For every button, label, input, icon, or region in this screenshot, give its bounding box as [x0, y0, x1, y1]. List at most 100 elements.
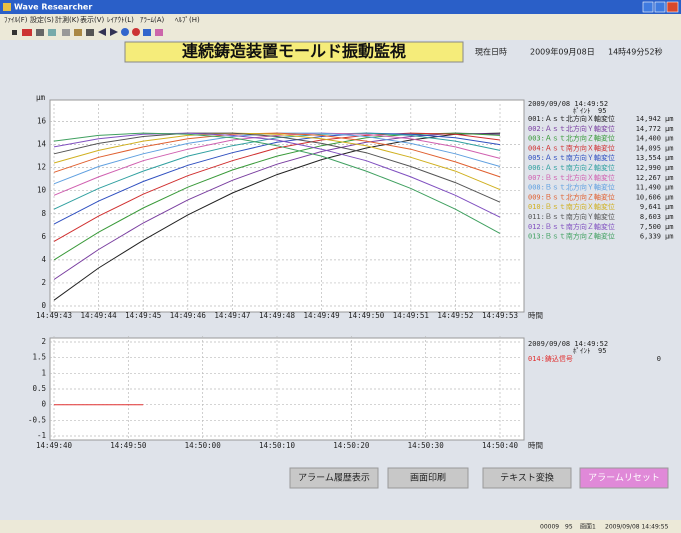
- window-title: Wave Researcher: [14, 3, 92, 12]
- legend-point: 95: [598, 347, 606, 355]
- x-tick-label: 14:50:30: [408, 441, 445, 450]
- legend-unit: μm: [665, 115, 673, 123]
- series-line: [53, 132, 501, 203]
- legend-value: 10,606: [636, 193, 661, 201]
- status-bar: [0, 520, 681, 533]
- y-tick-label: 14: [37, 140, 47, 149]
- y-tick-label: 0.5: [32, 384, 46, 393]
- tool-icon[interactable]: [121, 28, 129, 36]
- legend-value: 14,400: [636, 135, 661, 143]
- menu-item[interactable]: ﾍﾙﾌﾟ(H): [175, 16, 200, 24]
- button-label[interactable]: テキスト変換: [500, 472, 554, 484]
- legend-value: 14,772: [636, 125, 661, 133]
- legend-unit: μm: [665, 164, 673, 172]
- menu-item[interactable]: 計測(K): [55, 15, 79, 24]
- button[interactable]: [482, 467, 572, 489]
- tool-icon[interactable]: [110, 28, 118, 36]
- tool-icon[interactable]: [22, 29, 32, 36]
- legend-point-label: ﾎﾟｲﾝﾄ: [573, 107, 591, 115]
- legend-value: 8,603: [640, 213, 661, 221]
- app-icon: [3, 3, 11, 11]
- button[interactable]: [289, 467, 379, 489]
- y-tick-label: 10: [37, 186, 47, 195]
- legend-unit: μm: [665, 193, 673, 201]
- y-axis-label: μm: [36, 93, 46, 102]
- x-tick-label: 14:49:45: [125, 311, 161, 320]
- tool-icon[interactable]: [143, 29, 151, 36]
- tool-icon[interactable]: [62, 29, 70, 36]
- menu-item[interactable]: 表示(V): [80, 15, 105, 24]
- legend-value: 12,267: [636, 174, 661, 182]
- y-tick-label: 4: [41, 255, 46, 264]
- legend-name: 001:Ａｓｔ北方向Ｘ軸変位: [528, 114, 615, 123]
- tool-icon[interactable]: [48, 29, 56, 36]
- button[interactable]: [387, 467, 469, 489]
- y-tick-label: 1: [41, 368, 46, 377]
- tool-icon[interactable]: [74, 29, 82, 36]
- legend-name: 002:Ａｓｔ北方向Ｙ軸変位: [528, 124, 615, 133]
- legend-point-label: ﾎﾟｲﾝﾄ: [573, 347, 591, 355]
- menu-bar: ﾌｧｲﾙ(F) 設定(S) 計測(K) 表示(V) ﾚｲｱｳﾄ(L) ｱﾗｰﾑ(A) ﾍﾙﾌ…: [4, 15, 200, 24]
- legend-value: 11,490: [636, 184, 661, 192]
- legend-point: 95: [598, 107, 606, 115]
- button-row: アラーム履歴表示 画面印刷 テキスト変換 アラームリセット: [289, 467, 669, 489]
- legend-timestamp: 2009/09/08 14:49:52: [528, 340, 608, 348]
- series-line: [53, 132, 501, 225]
- x-tick-label: 14:49:43: [36, 311, 72, 320]
- y-tick-label: -0.5: [28, 415, 46, 424]
- tool-icon[interactable]: [155, 29, 163, 36]
- button-label[interactable]: アラームリセット: [588, 473, 660, 484]
- legend-name: 011:Ｂｓｔ南方向Ｙ軸変位: [528, 212, 615, 221]
- legend-value: 6,339: [640, 233, 661, 241]
- button[interactable]: [579, 467, 669, 489]
- menu-item[interactable]: ﾌｧｲﾙ(F): [4, 16, 28, 24]
- tool-icon[interactable]: [12, 30, 17, 35]
- series-line: [53, 132, 501, 242]
- legend-value: 12,990: [636, 164, 661, 172]
- tool-icon[interactable]: [132, 28, 140, 36]
- legend-name: 005:Ａｓｔ南方向Ｙ軸変位: [528, 153, 615, 162]
- legend-unit: μm: [665, 213, 673, 221]
- legend-name: 006:Ａｓｔ南方向Ｚ軸変位: [528, 163, 615, 172]
- y-tick-label: 12: [37, 163, 46, 172]
- plot-area: [49, 99, 525, 313]
- x-tick-label: 14:49:52: [437, 311, 473, 320]
- menu-item[interactable]: ﾚｲｱｳﾄ(L): [107, 16, 134, 24]
- tool-icon[interactable]: [98, 28, 106, 36]
- x-tick-label: 14:50:00: [185, 441, 222, 450]
- legend-value: 9,641: [640, 203, 661, 211]
- minimize-button[interactable]: [642, 1, 654, 13]
- datetime-label: 現在日時: [475, 47, 507, 57]
- button-label[interactable]: アラーム履歴表示: [298, 473, 370, 484]
- y-tick-label: 0: [41, 400, 46, 409]
- legend-unit: μm: [665, 184, 673, 192]
- y-tick-label: 0: [41, 301, 46, 310]
- legend-value: 0: [657, 355, 661, 363]
- close-button[interactable]: [666, 1, 679, 13]
- button-label[interactable]: 画面印刷: [410, 472, 446, 484]
- banner: [124, 41, 464, 63]
- toolbar: [12, 28, 163, 36]
- legend-unit: μm: [665, 223, 673, 231]
- menu-item[interactable]: 設定(S): [30, 16, 54, 24]
- series-line: [53, 132, 501, 196]
- legend-unit: μm: [665, 154, 673, 162]
- menu-item[interactable]: ｱﾗｰﾑ(A): [140, 16, 165, 24]
- x-tick-label: 14:49:46: [170, 311, 207, 320]
- x-tick-label: 14:49:48: [259, 311, 296, 320]
- x-tick-label: 14:49:47: [214, 311, 250, 320]
- legend-name: 013:Ｂｓｔ南方向Ｚ軸変位: [528, 232, 615, 241]
- legend-unit: μm: [665, 174, 673, 182]
- maximize-button[interactable]: [654, 1, 666, 13]
- current-time: 14時49分52秒: [608, 47, 663, 57]
- tool-icon[interactable]: [86, 29, 94, 36]
- banner-title: 連続鋳造装置モールド振動監視: [182, 42, 406, 61]
- x-axis-label: 時間: [528, 441, 543, 450]
- x-tick-label: 14:49:50: [110, 441, 147, 450]
- menu-toolbar-area: [0, 14, 681, 40]
- x-tick-label: 14:50:20: [333, 441, 370, 450]
- tool-icon[interactable]: [36, 29, 44, 36]
- current-date: 2009年09月08日: [530, 47, 595, 57]
- y-tick-label: -1: [37, 431, 46, 440]
